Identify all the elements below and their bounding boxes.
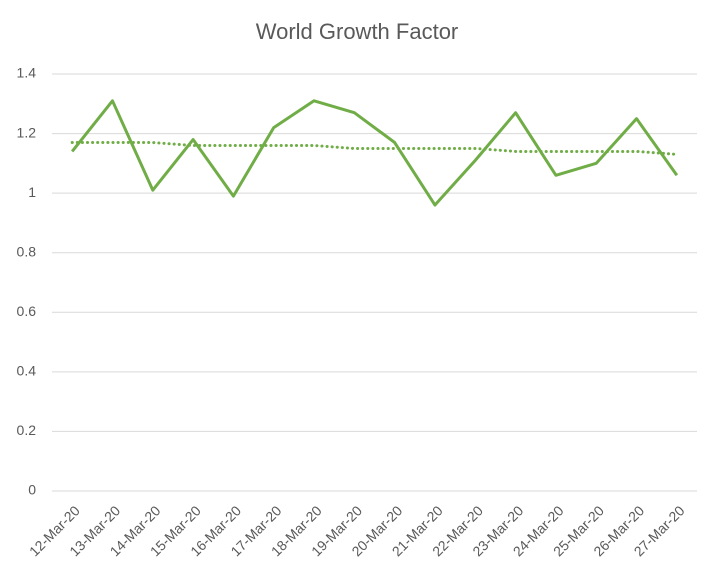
chart-title: World Growth Factor (256, 19, 459, 44)
y-tick-label: 0 (28, 482, 36, 498)
y-tick-label: 0.8 (17, 243, 37, 259)
y-tick-label: 0.4 (17, 363, 37, 379)
y-tick-label: 0.2 (17, 422, 37, 438)
y-tick-label: 1.2 (17, 124, 37, 140)
y-tick-label: 1 (28, 184, 36, 200)
y-tick-label: 1.4 (17, 65, 37, 81)
trend-line (70, 141, 679, 156)
y-tick-label: 0.6 (17, 303, 37, 319)
data-line (70, 99, 679, 207)
